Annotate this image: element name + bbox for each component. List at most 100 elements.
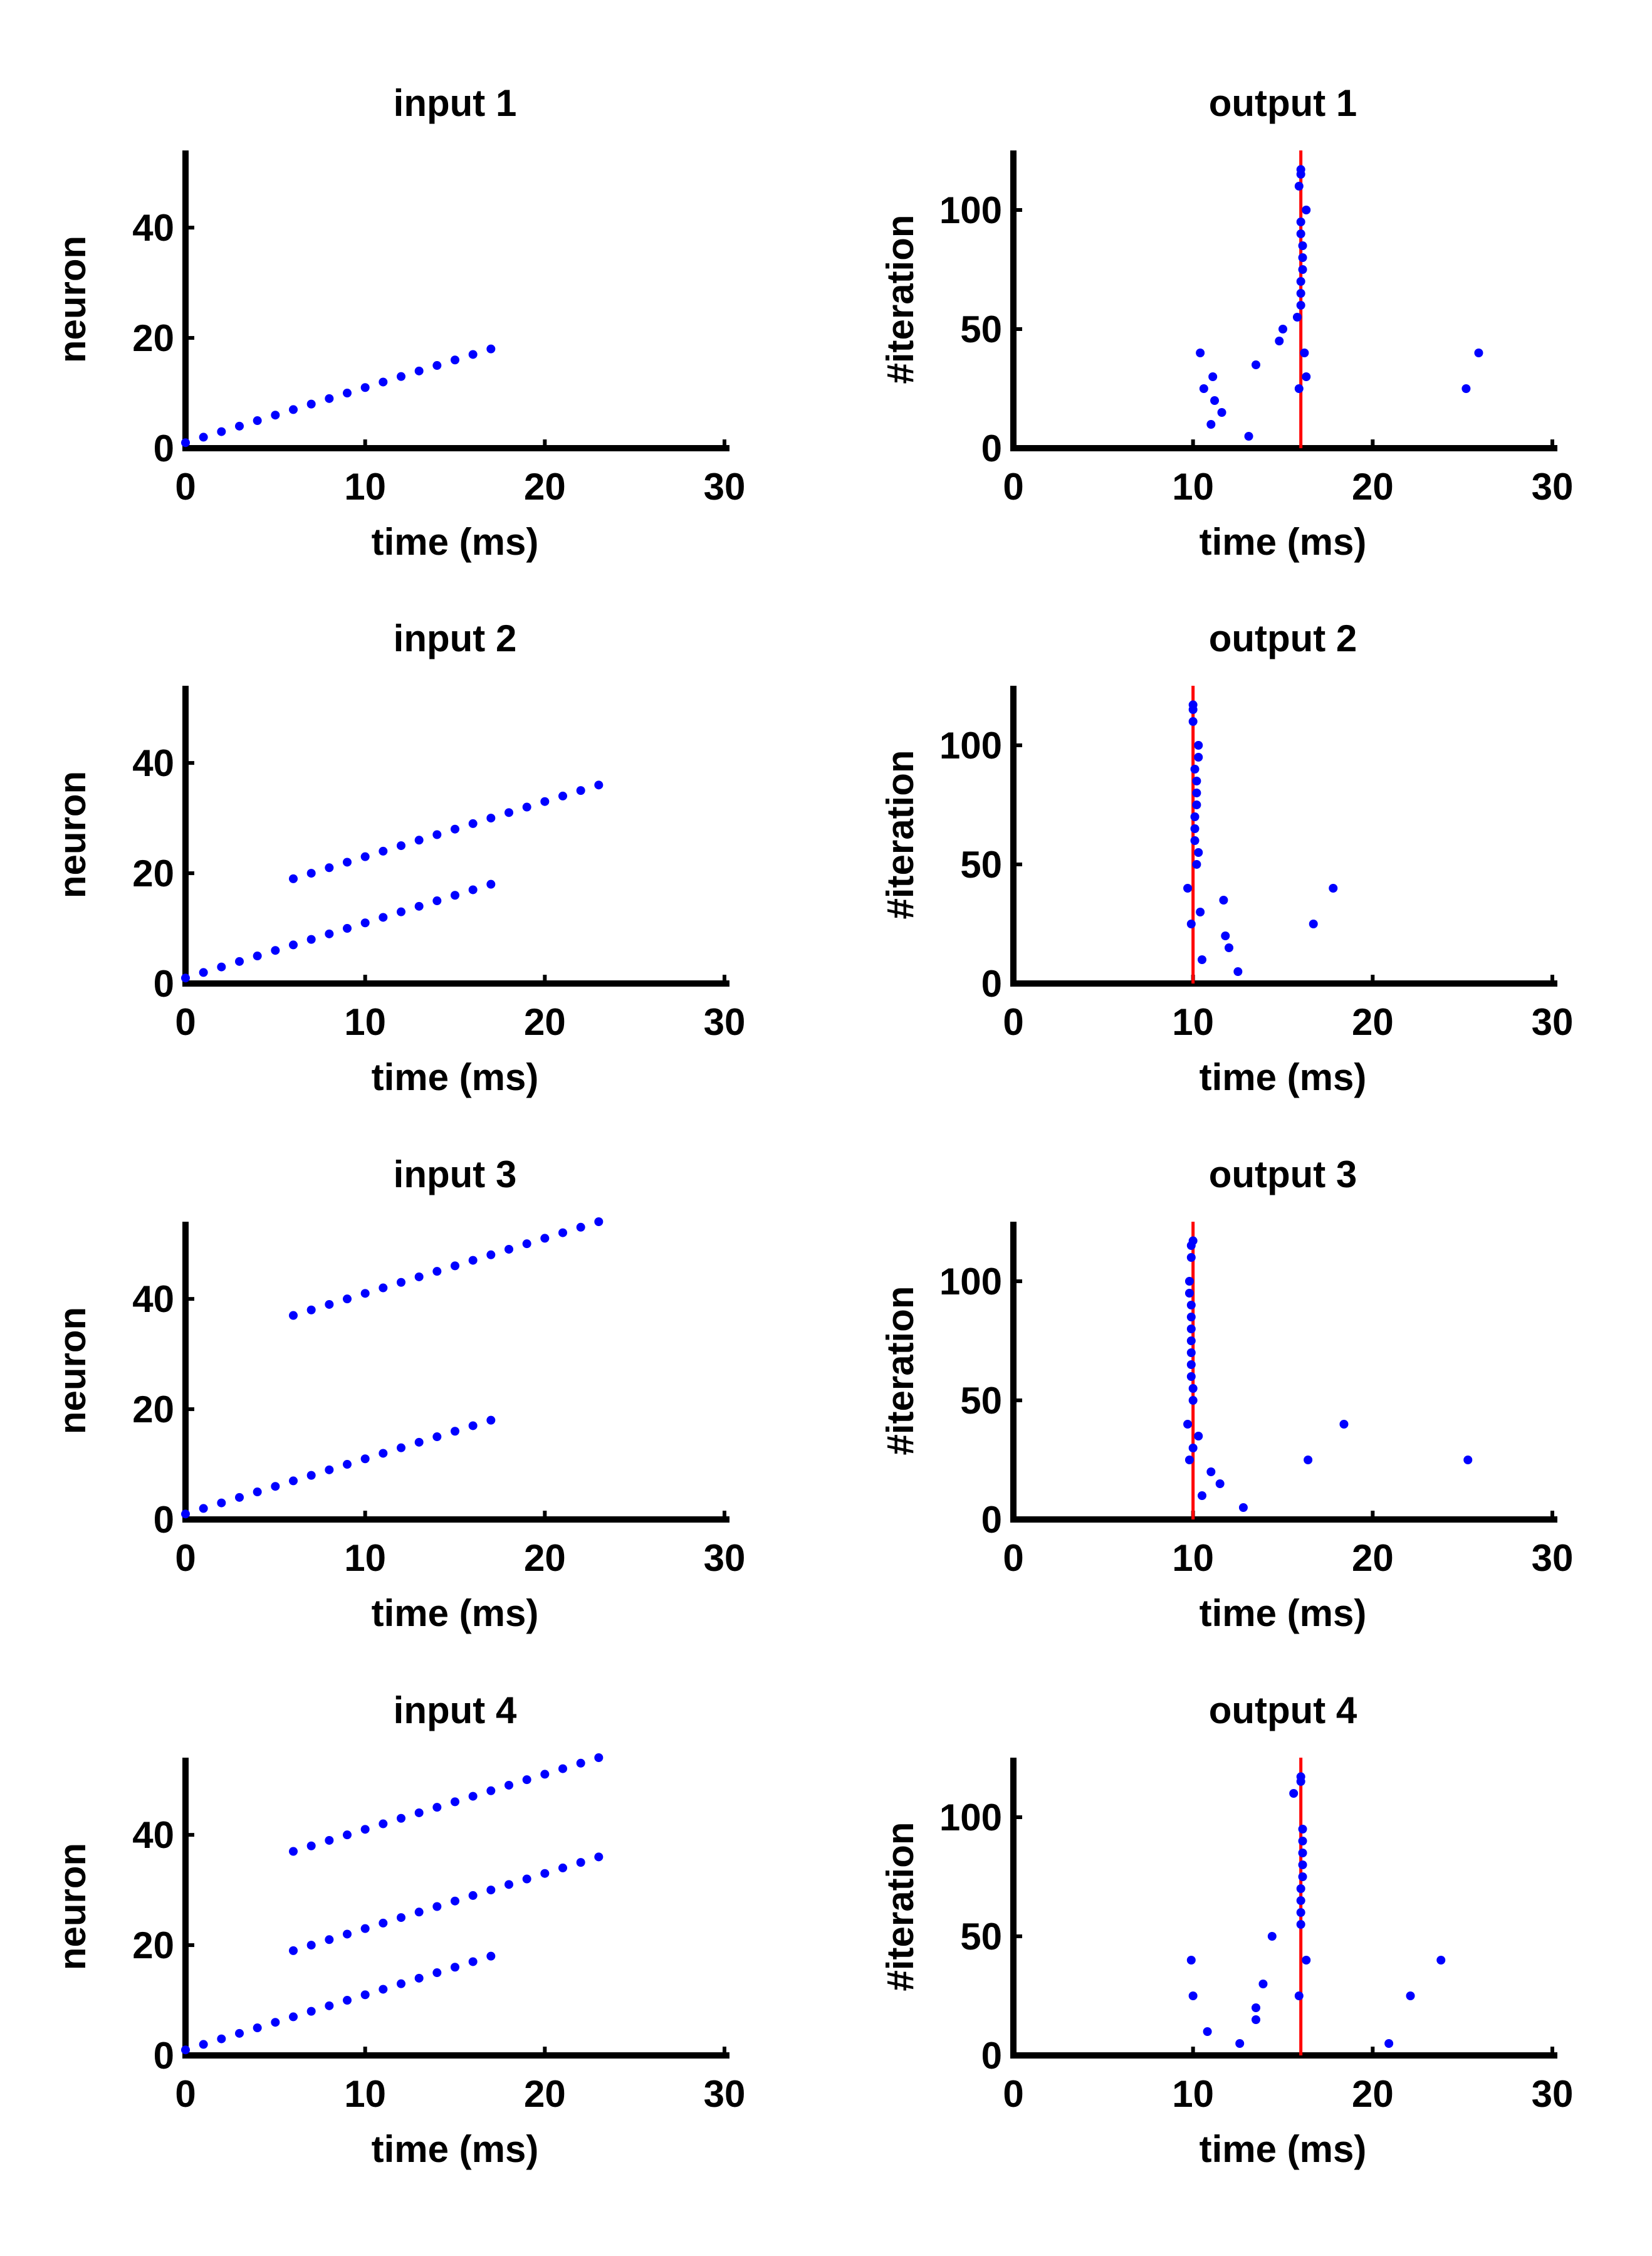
spike-point [1258, 1980, 1268, 1988]
spike-point [360, 918, 370, 928]
spike-point [486, 1250, 496, 1259]
spike-point [432, 1432, 442, 1442]
spike-point [1294, 384, 1304, 393]
spike-point [1183, 1420, 1193, 1429]
x-tick-label: 30 [704, 466, 746, 508]
spike-point [432, 1902, 442, 1911]
spike-point [540, 1234, 550, 1243]
x-tick-label: 0 [175, 2073, 196, 2115]
x-tick-label: 0 [175, 466, 196, 508]
spike-point [1267, 1932, 1277, 1941]
spike-point [1294, 1991, 1304, 2000]
spike-point [235, 1493, 244, 1502]
spike-point [343, 1929, 352, 1939]
spike-point [1186, 1348, 1196, 1357]
spike-point [414, 1907, 424, 1917]
spike-point [1294, 182, 1304, 191]
spike-point [1215, 1479, 1225, 1488]
spike-point [181, 1509, 190, 1519]
spike-point [594, 1217, 604, 1226]
spike-point [1233, 967, 1243, 976]
panel-6: output 3 0 10 20 30 0 50 100 time (ms) #iteration [879, 1153, 1573, 1634]
spike-point [1474, 349, 1483, 357]
raster-series-2 [289, 1217, 604, 1320]
x-tick-label: 20 [1352, 2073, 1394, 2115]
spike-point [504, 1780, 513, 1790]
y-tick-label: 0 [981, 963, 1002, 1005]
spike-point [217, 2034, 226, 2044]
x-axis-label: time (ms) [1200, 2128, 1367, 2170]
spike-point [414, 836, 424, 845]
spike-point [1186, 1360, 1196, 1369]
spike-point [540, 797, 550, 806]
y-tick-label: 20 [132, 1924, 174, 1966]
spike-point [181, 2045, 190, 2055]
spike-point [576, 1858, 585, 1867]
x-tick-label: 10 [344, 2073, 386, 2115]
spike-point [199, 2040, 208, 2049]
spike-point [576, 786, 585, 795]
x-tick-label: 0 [175, 1537, 196, 1579]
spike-point [1192, 789, 1201, 797]
spike-point [468, 1792, 478, 1801]
spike-point [451, 1896, 459, 1906]
spike-point [271, 1482, 280, 1491]
x-tick-label: 30 [704, 1001, 746, 1043]
spike-point [181, 438, 190, 448]
panel-1: input 1 0 10 20 30 0 20 40 time (ms) neuron [51, 82, 745, 563]
y-axis-label: #iteration [879, 1286, 921, 1455]
spike-point [1190, 836, 1200, 845]
spike-point [235, 421, 244, 431]
spike-point [1221, 931, 1230, 940]
spike-point [1298, 1872, 1307, 1881]
spike-point [289, 1311, 298, 1320]
spike-point [1194, 1432, 1203, 1440]
raster-series-1 [181, 1951, 496, 2055]
x-tick-label: 0 [1003, 1001, 1023, 1043]
y-axis-label: neuron [51, 1307, 93, 1434]
y-tick-label: 100 [939, 189, 1002, 231]
spike-point [360, 1990, 370, 2000]
spike-point [486, 879, 496, 889]
spike-point [451, 1261, 459, 1271]
panel-4: output 2 0 10 20 30 0 50 100 time (ms) #iteration [879, 617, 1573, 1098]
spike-point [1217, 408, 1226, 417]
spike-point [1198, 1491, 1206, 1500]
spike-point [486, 1415, 496, 1425]
output-spikes [1183, 700, 1338, 976]
y-tick-label: 40 [132, 207, 174, 249]
spike-point [253, 2023, 262, 2033]
x-tick-label: 30 [1532, 1001, 1574, 1043]
spike-point [1298, 253, 1307, 262]
spike-point [1188, 1396, 1198, 1405]
spike-point [1190, 812, 1200, 821]
spike-point [432, 896, 442, 906]
raster-series-3 [289, 1753, 604, 1856]
x-tick-label: 20 [524, 2073, 566, 2115]
panel-title: input 3 [394, 1153, 517, 1195]
spike-point [379, 377, 388, 387]
y-tick-label: 20 [132, 317, 174, 359]
spike-point [289, 405, 298, 414]
spike-point [1188, 700, 1198, 710]
x-tick-label: 10 [1172, 1001, 1214, 1043]
spike-point [1194, 753, 1203, 762]
spike-point [432, 1968, 442, 1978]
spike-point [468, 1256, 478, 1265]
spike-point [1225, 943, 1233, 952]
panel-3: input 2 0 10 20 30 0 20 40 time (ms) neuron [51, 617, 745, 1098]
output-spikes [1186, 1772, 1446, 2048]
spike-point [253, 416, 262, 426]
x-tick-label: 20 [524, 466, 566, 508]
spike-point [1275, 337, 1284, 345]
panel-title: output 2 [1209, 617, 1357, 659]
x-axis-label: time (ms) [1200, 1056, 1367, 1098]
spike-point [1192, 800, 1201, 809]
spike-point [1461, 384, 1471, 393]
x-tick-label: 10 [1172, 1537, 1214, 1579]
spike-point [1298, 241, 1307, 250]
x-tick-label: 30 [704, 2073, 746, 2115]
spike-point [558, 1863, 567, 1872]
spike-point [468, 350, 478, 359]
